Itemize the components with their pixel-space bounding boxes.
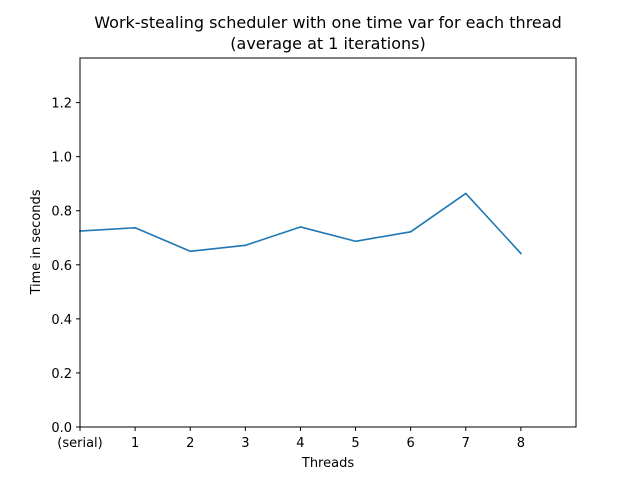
x-axis-label: Threads — [301, 456, 354, 471]
data-point — [244, 244, 247, 247]
y-tick-label: 0.8 — [51, 205, 72, 220]
x-tick-label: 1 — [131, 436, 139, 451]
y-tick-label: 0.6 — [51, 259, 72, 274]
data-point — [464, 192, 467, 195]
plot-area — [79, 192, 523, 255]
x-tick-label: (serial) — [57, 436, 102, 451]
x-tick-label: 2 — [186, 436, 194, 451]
y-tick-label: 1.0 — [51, 151, 72, 166]
chart-title-line-1: Work-stealing scheduler with one time va… — [94, 13, 561, 32]
y-tick-label: 0.2 — [51, 367, 72, 382]
y-axis-label: Time in seconds — [29, 189, 44, 295]
x-axis: (serial) 1 2 3 4 5 6 7 8 — [57, 427, 525, 451]
data-point — [299, 226, 302, 228]
y-tick-label: 0.0 — [51, 421, 72, 436]
x-tick-label: 5 — [351, 436, 359, 451]
data-point — [134, 226, 136, 229]
x-tick-label: 7 — [462, 436, 470, 451]
data-point — [354, 240, 357, 243]
x-tick-label: 3 — [241, 436, 249, 451]
plot-frame — [79, 57, 577, 428]
chart-title-line-2: (average at 1 iterations) — [230, 34, 425, 53]
data-point — [189, 250, 192, 253]
x-tick-label: 8 — [517, 436, 525, 451]
y-axis: 0.0 0.2 0.4 0.6 0.8 1.0 1.2 — [51, 97, 80, 436]
x-tick-label: 4 — [296, 436, 304, 451]
data-point — [520, 252, 522, 255]
x-tick-label: 6 — [407, 436, 415, 451]
y-tick-label: 1.2 — [51, 97, 72, 112]
data-point — [409, 231, 412, 233]
y-tick-label: 0.4 — [51, 313, 72, 328]
